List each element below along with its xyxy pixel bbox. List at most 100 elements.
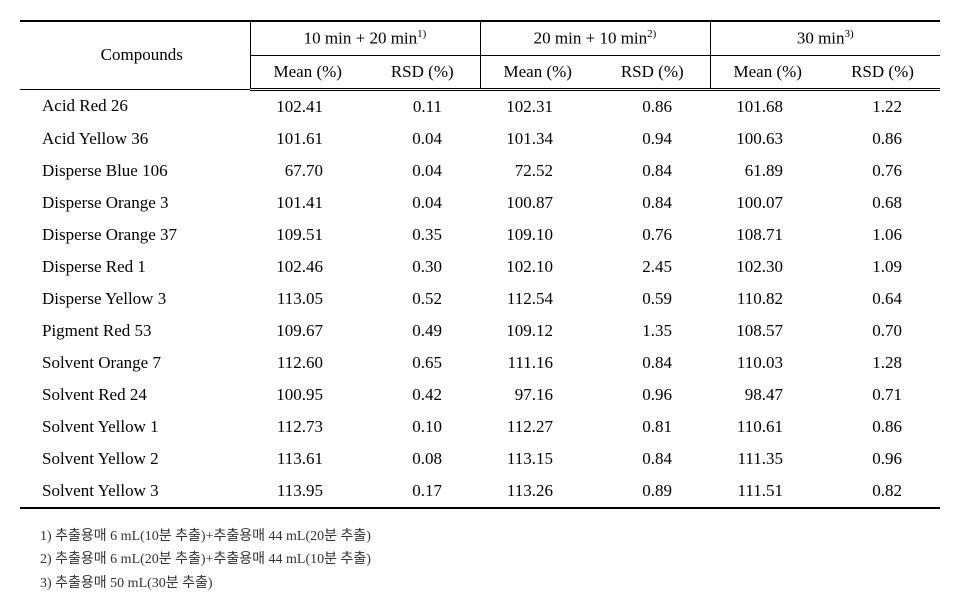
- cell-g2-rsd: 0.84: [595, 443, 710, 475]
- cell-g3-rsd: 0.64: [825, 283, 940, 315]
- cell-g1-rsd: 0.42: [365, 379, 480, 411]
- cell-g3-rsd: 0.71: [825, 379, 940, 411]
- cell-g3-mean: 110.03: [710, 347, 825, 379]
- header-group-2-sup: 2): [647, 28, 656, 40]
- cell-g3-mean: 101.68: [710, 89, 825, 123]
- cell-compound: Solvent Orange 7: [20, 347, 250, 379]
- cell-g3-rsd: 0.68: [825, 187, 940, 219]
- cell-g3-rsd: 0.86: [825, 123, 940, 155]
- cell-g1-mean: 112.60: [250, 347, 365, 379]
- table-row: Disperse Blue 10667.700.0472.520.8461.89…: [20, 155, 940, 187]
- cell-g2-mean: 112.27: [480, 411, 595, 443]
- table-row: Solvent Red 24100.950.4297.160.9698.470.…: [20, 379, 940, 411]
- cell-g1-mean: 113.95: [250, 475, 365, 508]
- table-row: Solvent Yellow 1112.730.10112.270.81110.…: [20, 411, 940, 443]
- footnote-3: 3) 추출용매 50 mL(30분 추출): [40, 572, 956, 596]
- cell-g2-mean: 109.12: [480, 315, 595, 347]
- cell-g3-mean: 98.47: [710, 379, 825, 411]
- cell-g3-mean: 108.57: [710, 315, 825, 347]
- cell-g3-rsd: 0.86: [825, 411, 940, 443]
- footnote-2: 2) 추출용매 6 mL(20분 추출)+추출용매 44 mL(10분 추출): [40, 548, 956, 572]
- cell-g2-rsd: 0.59: [595, 283, 710, 315]
- cell-g3-rsd: 1.09: [825, 251, 940, 283]
- cell-compound: Disperse Blue 106: [20, 155, 250, 187]
- header-group-1-label: 10 min + 20 min: [304, 29, 417, 48]
- footnotes: 1) 추출용매 6 mL(10분 추출)+추출용매 44 mL(20분 추출) …: [20, 525, 956, 596]
- cell-compound: Acid Yellow 36: [20, 123, 250, 155]
- cell-g3-mean: 61.89: [710, 155, 825, 187]
- cell-g3-mean: 102.30: [710, 251, 825, 283]
- table-row: Solvent Yellow 3113.950.17113.260.89111.…: [20, 475, 940, 508]
- header-group-3-sup: 3): [845, 28, 854, 40]
- cell-compound: Pigment Red 53: [20, 315, 250, 347]
- cell-compound: Disperse Orange 37: [20, 219, 250, 251]
- cell-g3-rsd: 0.82: [825, 475, 940, 508]
- header-group-1: 10 min + 20 min1): [250, 21, 480, 55]
- cell-g2-mean: 102.10: [480, 251, 595, 283]
- compounds-table: Compounds 10 min + 20 min1) 20 min + 10 …: [20, 20, 940, 509]
- cell-g3-rsd: 1.28: [825, 347, 940, 379]
- cell-g1-mean: 113.61: [250, 443, 365, 475]
- cell-g3-mean: 110.61: [710, 411, 825, 443]
- table-row: Disperse Red 1102.460.30102.102.45102.30…: [20, 251, 940, 283]
- cell-g1-rsd: 0.30: [365, 251, 480, 283]
- cell-g1-mean: 112.73: [250, 411, 365, 443]
- cell-g2-mean: 101.34: [480, 123, 595, 155]
- cell-g1-mean: 102.46: [250, 251, 365, 283]
- cell-g1-rsd: 0.65: [365, 347, 480, 379]
- header-group-1-sup: 1): [417, 28, 426, 40]
- cell-compound: Disperse Red 1: [20, 251, 250, 283]
- cell-g2-rsd: 0.89: [595, 475, 710, 508]
- table-row: Disperse Orange 37109.510.35109.100.7610…: [20, 219, 940, 251]
- cell-g1-rsd: 0.04: [365, 155, 480, 187]
- cell-g1-mean: 100.95: [250, 379, 365, 411]
- cell-g3-rsd: 0.76: [825, 155, 940, 187]
- table-row: Disperse Orange 3101.410.04100.870.84100…: [20, 187, 940, 219]
- cell-g2-rsd: 0.84: [595, 155, 710, 187]
- cell-g2-mean: 109.10: [480, 219, 595, 251]
- cell-compound: Disperse Yellow 3: [20, 283, 250, 315]
- header-g2-mean: Mean (%): [480, 55, 595, 89]
- cell-g2-rsd: 1.35: [595, 315, 710, 347]
- cell-g1-rsd: 0.17: [365, 475, 480, 508]
- cell-g1-mean: 101.41: [250, 187, 365, 219]
- cell-g1-mean: 109.67: [250, 315, 365, 347]
- cell-g3-mean: 100.07: [710, 187, 825, 219]
- cell-g2-rsd: 0.76: [595, 219, 710, 251]
- cell-g3-mean: 108.71: [710, 219, 825, 251]
- cell-g3-mean: 111.35: [710, 443, 825, 475]
- cell-g1-rsd: 0.11: [365, 89, 480, 123]
- cell-compound: Disperse Orange 3: [20, 187, 250, 219]
- cell-g1-rsd: 0.52: [365, 283, 480, 315]
- cell-g1-rsd: 0.35: [365, 219, 480, 251]
- cell-g3-rsd: 0.70: [825, 315, 940, 347]
- header-g1-mean: Mean (%): [250, 55, 365, 89]
- table-row: Solvent Orange 7112.600.65111.160.84110.…: [20, 347, 940, 379]
- header-g1-rsd: RSD (%): [365, 55, 480, 89]
- cell-g3-rsd: 1.06: [825, 219, 940, 251]
- cell-g1-rsd: 0.04: [365, 187, 480, 219]
- cell-g2-mean: 113.26: [480, 475, 595, 508]
- cell-g1-mean: 109.51: [250, 219, 365, 251]
- header-group-3-label: 30 min: [797, 29, 845, 48]
- cell-g2-rsd: 0.84: [595, 347, 710, 379]
- cell-g2-rsd: 0.94: [595, 123, 710, 155]
- cell-g1-mean: 102.41: [250, 89, 365, 123]
- table-row: Acid Red 26102.410.11102.310.86101.681.2…: [20, 89, 940, 123]
- cell-g3-mean: 100.63: [710, 123, 825, 155]
- header-g3-rsd: RSD (%): [825, 55, 940, 89]
- header-g3-mean: Mean (%): [710, 55, 825, 89]
- cell-g2-rsd: 0.81: [595, 411, 710, 443]
- cell-g3-rsd: 0.96: [825, 443, 940, 475]
- cell-g1-rsd: 0.49: [365, 315, 480, 347]
- cell-g2-rsd: 0.86: [595, 89, 710, 123]
- header-group-2: 20 min + 10 min2): [480, 21, 710, 55]
- cell-g2-mean: 112.54: [480, 283, 595, 315]
- cell-compound: Solvent Yellow 3: [20, 475, 250, 508]
- table-row: Acid Yellow 36101.610.04101.340.94100.63…: [20, 123, 940, 155]
- header-compounds-label: Compounds: [101, 45, 183, 64]
- table-row: Pigment Red 53109.670.49109.121.35108.57…: [20, 315, 940, 347]
- header-group-3: 30 min3): [710, 21, 940, 55]
- header-g2-rsd: RSD (%): [595, 55, 710, 89]
- cell-compound: Solvent Yellow 1: [20, 411, 250, 443]
